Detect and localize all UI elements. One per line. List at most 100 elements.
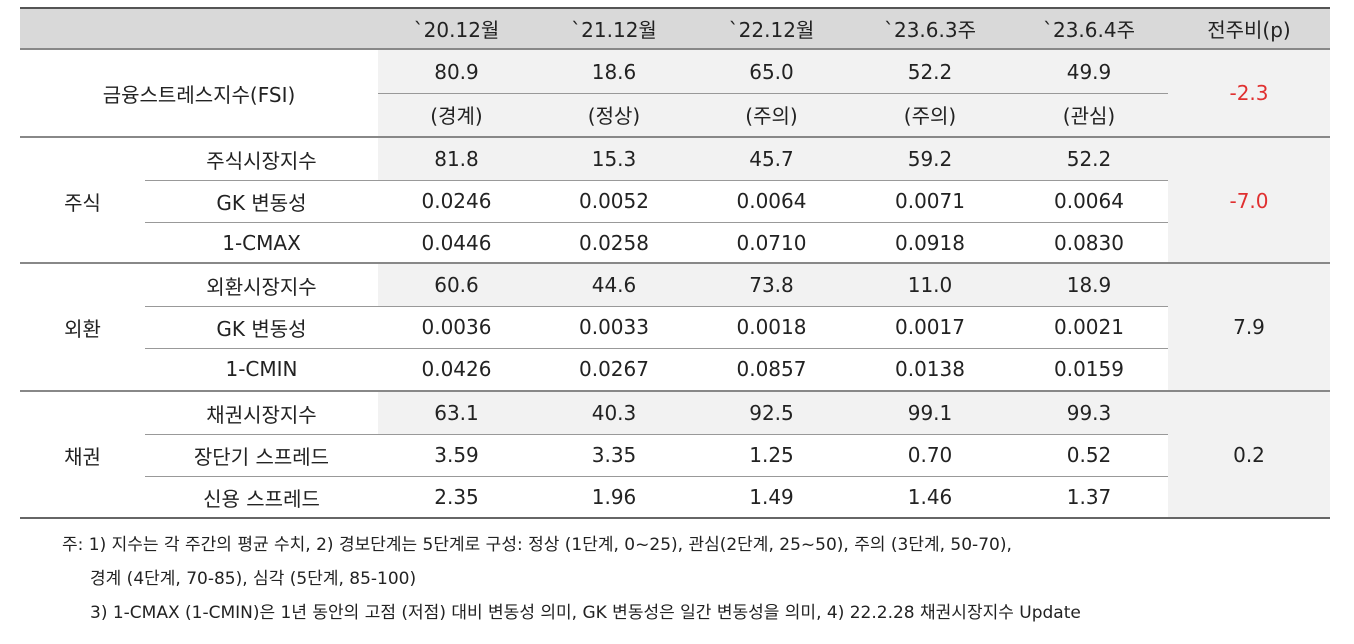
row-label: 장단기 스프레드 xyxy=(193,444,330,469)
value-cell: 0.0071 xyxy=(895,189,965,213)
change-bg xyxy=(1168,50,1330,136)
row-label: 외환시장지수 xyxy=(206,274,317,299)
change-cell: 7.9 xyxy=(1233,315,1265,339)
rule xyxy=(20,48,1330,50)
rule xyxy=(145,348,1168,349)
value-cell: 0.0830 xyxy=(1054,231,1124,255)
column-header: `23.6.3주 xyxy=(883,17,976,42)
change-cell: -2.3 xyxy=(1229,81,1269,105)
value-cell: 99.1 xyxy=(907,401,953,425)
value-cell: 1.96 xyxy=(591,485,637,509)
change-bg xyxy=(1168,392,1330,518)
column-header: 전주비(p) xyxy=(1207,17,1291,42)
value-cell: 81.8 xyxy=(434,147,479,171)
value-cell: 0.0138 xyxy=(895,357,965,381)
rule xyxy=(145,222,1168,223)
value-cell: 0.0857 xyxy=(736,357,807,381)
value-cell: 65.0 xyxy=(749,59,794,84)
value-cell: 0.0246 xyxy=(421,189,492,213)
column-header: `23.6.4주 xyxy=(1042,17,1135,42)
value-cell: 18.9 xyxy=(1066,273,1112,297)
row-label: GK 변동성 xyxy=(216,190,307,215)
value-cell: 0.0018 xyxy=(736,315,807,339)
group-label: 주식 xyxy=(64,190,101,215)
value-cell: 0.0017 xyxy=(895,315,965,339)
column-header: `20.12월 xyxy=(413,17,500,42)
column-header: `21.12월 xyxy=(571,17,657,42)
value-cell: 44.6 xyxy=(591,273,637,297)
group-label: 채권 xyxy=(64,444,101,469)
value-cell: 0.70 xyxy=(907,443,953,467)
rule xyxy=(20,7,1330,9)
level-cell: (주의) xyxy=(745,104,798,128)
rule xyxy=(145,476,1168,477)
rule xyxy=(145,434,1168,435)
value-cell: 52.2 xyxy=(1066,147,1112,171)
level-cell: (경계) xyxy=(430,104,483,128)
value-cell: 0.0021 xyxy=(1054,315,1124,339)
value-cell: 11.0 xyxy=(907,273,953,297)
value-cell: 49.9 xyxy=(1066,59,1112,84)
value-cell: 52.2 xyxy=(907,59,953,84)
row-label: 1-CMIN xyxy=(225,357,298,381)
value-cell: 3.59 xyxy=(434,443,479,467)
rule xyxy=(20,262,1330,264)
row-label: 신용 스프레드 xyxy=(203,486,320,511)
value-cell: 0.0426 xyxy=(421,357,492,381)
value-cell: 0.52 xyxy=(1066,443,1112,467)
value-cell: 0.0052 xyxy=(579,189,649,213)
level-cell: (관심) xyxy=(1062,104,1116,128)
change-bg xyxy=(1168,264,1330,390)
value-cell: 40.3 xyxy=(591,401,637,425)
rule xyxy=(20,517,1330,519)
footnote: 주: 1) 지수는 각 주간의 평균 수치, 2) 경보단계는 5단계로 구성:… xyxy=(62,535,1012,555)
footnote: 경계 (4단계, 70-85), 심각 (5단계, 85-100) xyxy=(90,569,417,589)
value-cell: 15.3 xyxy=(591,147,637,171)
rule xyxy=(20,390,1330,392)
value-cell: 0.0036 xyxy=(421,315,492,339)
value-cell: 73.8 xyxy=(749,273,794,297)
value-cell: 0.0267 xyxy=(579,357,649,381)
row-label: 채권시장지수 xyxy=(206,402,317,427)
value-cell: 59.2 xyxy=(907,147,953,171)
footnote: 3) 1-CMAX (1-CMIN)은 1년 동안의 고점 (저점) 대비 변동… xyxy=(90,603,1081,623)
value-cell: 92.5 xyxy=(749,401,794,425)
value-cell: 0.0159 xyxy=(1054,357,1124,381)
row-label: 금융스트레스지수(FSI) xyxy=(102,82,296,107)
value-cell: 0.0033 xyxy=(579,315,649,339)
value-cell: 18.6 xyxy=(591,59,637,84)
rule xyxy=(378,93,1168,94)
level-cell: (정상) xyxy=(587,104,641,128)
value-cell: 80.9 xyxy=(434,59,479,84)
value-cell: 45.7 xyxy=(749,147,794,171)
value-cell: 1.25 xyxy=(749,443,794,467)
index-row-bg xyxy=(378,392,1168,434)
row-label: 주식시장지수 xyxy=(206,148,317,173)
index-row-bg xyxy=(378,264,1168,306)
change-cell: 0.2 xyxy=(1233,443,1265,467)
row-label: 1-CMAX xyxy=(222,231,301,255)
group-label: 외환 xyxy=(64,316,101,341)
value-cell: 0.0710 xyxy=(736,231,807,255)
value-cell: 0.0258 xyxy=(579,231,649,255)
value-cell: 60.6 xyxy=(434,273,479,297)
rule xyxy=(20,136,1330,138)
change-cell: -7.0 xyxy=(1229,189,1269,213)
rule xyxy=(145,306,1168,307)
level-cell: (주의) xyxy=(903,104,957,128)
header-bg xyxy=(20,8,1330,48)
value-cell: 1.46 xyxy=(907,485,953,509)
value-cell: 1.49 xyxy=(749,485,794,509)
value-cell: 0.0064 xyxy=(736,189,807,213)
value-cell: 63.1 xyxy=(434,401,479,425)
value-cell: 3.35 xyxy=(591,443,637,467)
row-label: GK 변동성 xyxy=(216,316,307,341)
value-cell: 0.0446 xyxy=(421,231,492,255)
rule xyxy=(145,180,1168,181)
value-cell: 1.37 xyxy=(1066,485,1112,509)
change-bg xyxy=(1168,138,1330,264)
value-cell: 99.3 xyxy=(1066,401,1112,425)
index-row-bg xyxy=(378,138,1168,180)
value-cell: 0.0064 xyxy=(1054,189,1124,213)
value-cell: 0.0918 xyxy=(895,231,965,255)
